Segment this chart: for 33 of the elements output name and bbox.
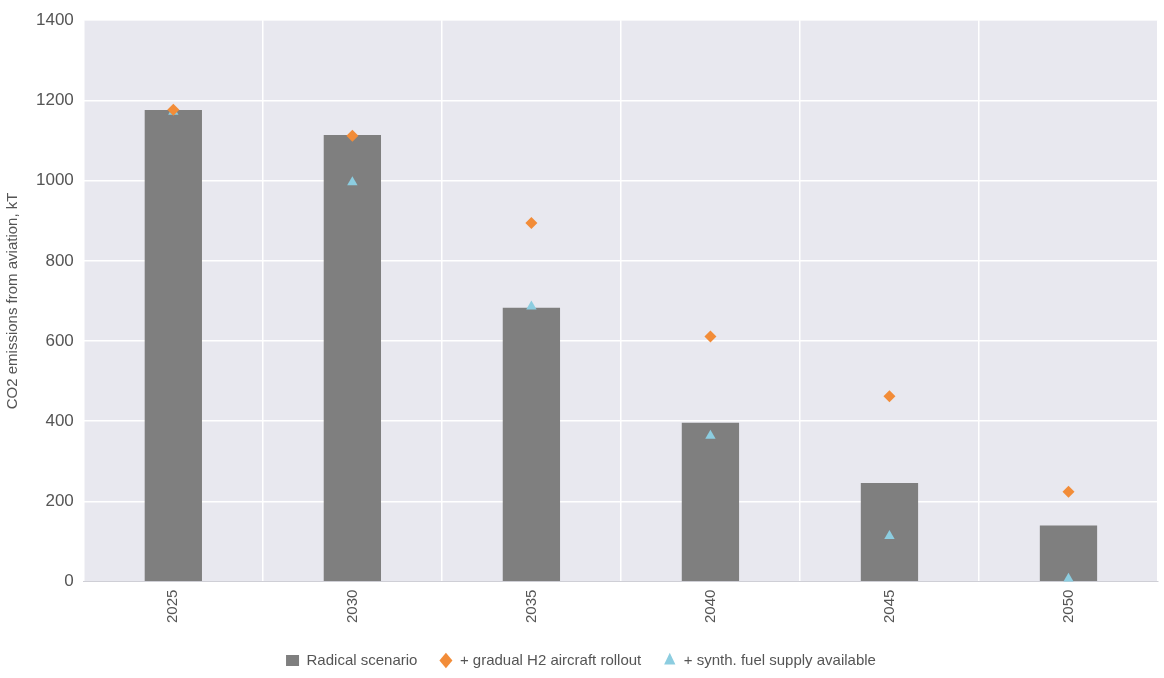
x-tick-label: 2025 xyxy=(163,589,181,624)
point xyxy=(1062,485,1075,498)
x-tick-label: 2030 xyxy=(342,589,360,624)
point xyxy=(346,129,359,142)
point xyxy=(526,300,537,310)
y-axis-title: CO2 emissions from aviation, kT xyxy=(3,192,21,410)
point xyxy=(347,176,358,186)
point xyxy=(883,390,896,403)
y-tick-label: 600 xyxy=(45,330,74,350)
x-tick-label: 2045 xyxy=(879,589,897,624)
bar xyxy=(144,110,202,581)
y-tick-label: 1400 xyxy=(35,9,74,29)
bar xyxy=(860,482,919,581)
legend-label: + gradual H2 aircraft rollout xyxy=(459,650,643,668)
x-tick-label: 2050 xyxy=(1058,589,1076,624)
point xyxy=(884,529,895,539)
bar xyxy=(323,134,382,581)
bar xyxy=(681,422,740,581)
point xyxy=(525,217,538,230)
y-tick-label: 400 xyxy=(45,410,74,430)
y-tick-label: 1000 xyxy=(35,170,74,190)
legend-label: Radical scenario xyxy=(306,650,418,668)
x-tick-label: 2035 xyxy=(521,589,539,624)
y-tick-label: 1200 xyxy=(35,90,74,110)
bar xyxy=(1039,525,1098,581)
y-tick-label: 200 xyxy=(45,491,74,511)
y-tick-label: 0 xyxy=(64,571,74,591)
y-tick-label: 800 xyxy=(45,250,74,270)
bar xyxy=(502,307,561,581)
x-tick-label: 2040 xyxy=(700,589,718,624)
point xyxy=(705,429,716,439)
legend-label: + synth. fuel supply available xyxy=(683,650,876,668)
point xyxy=(704,330,717,343)
